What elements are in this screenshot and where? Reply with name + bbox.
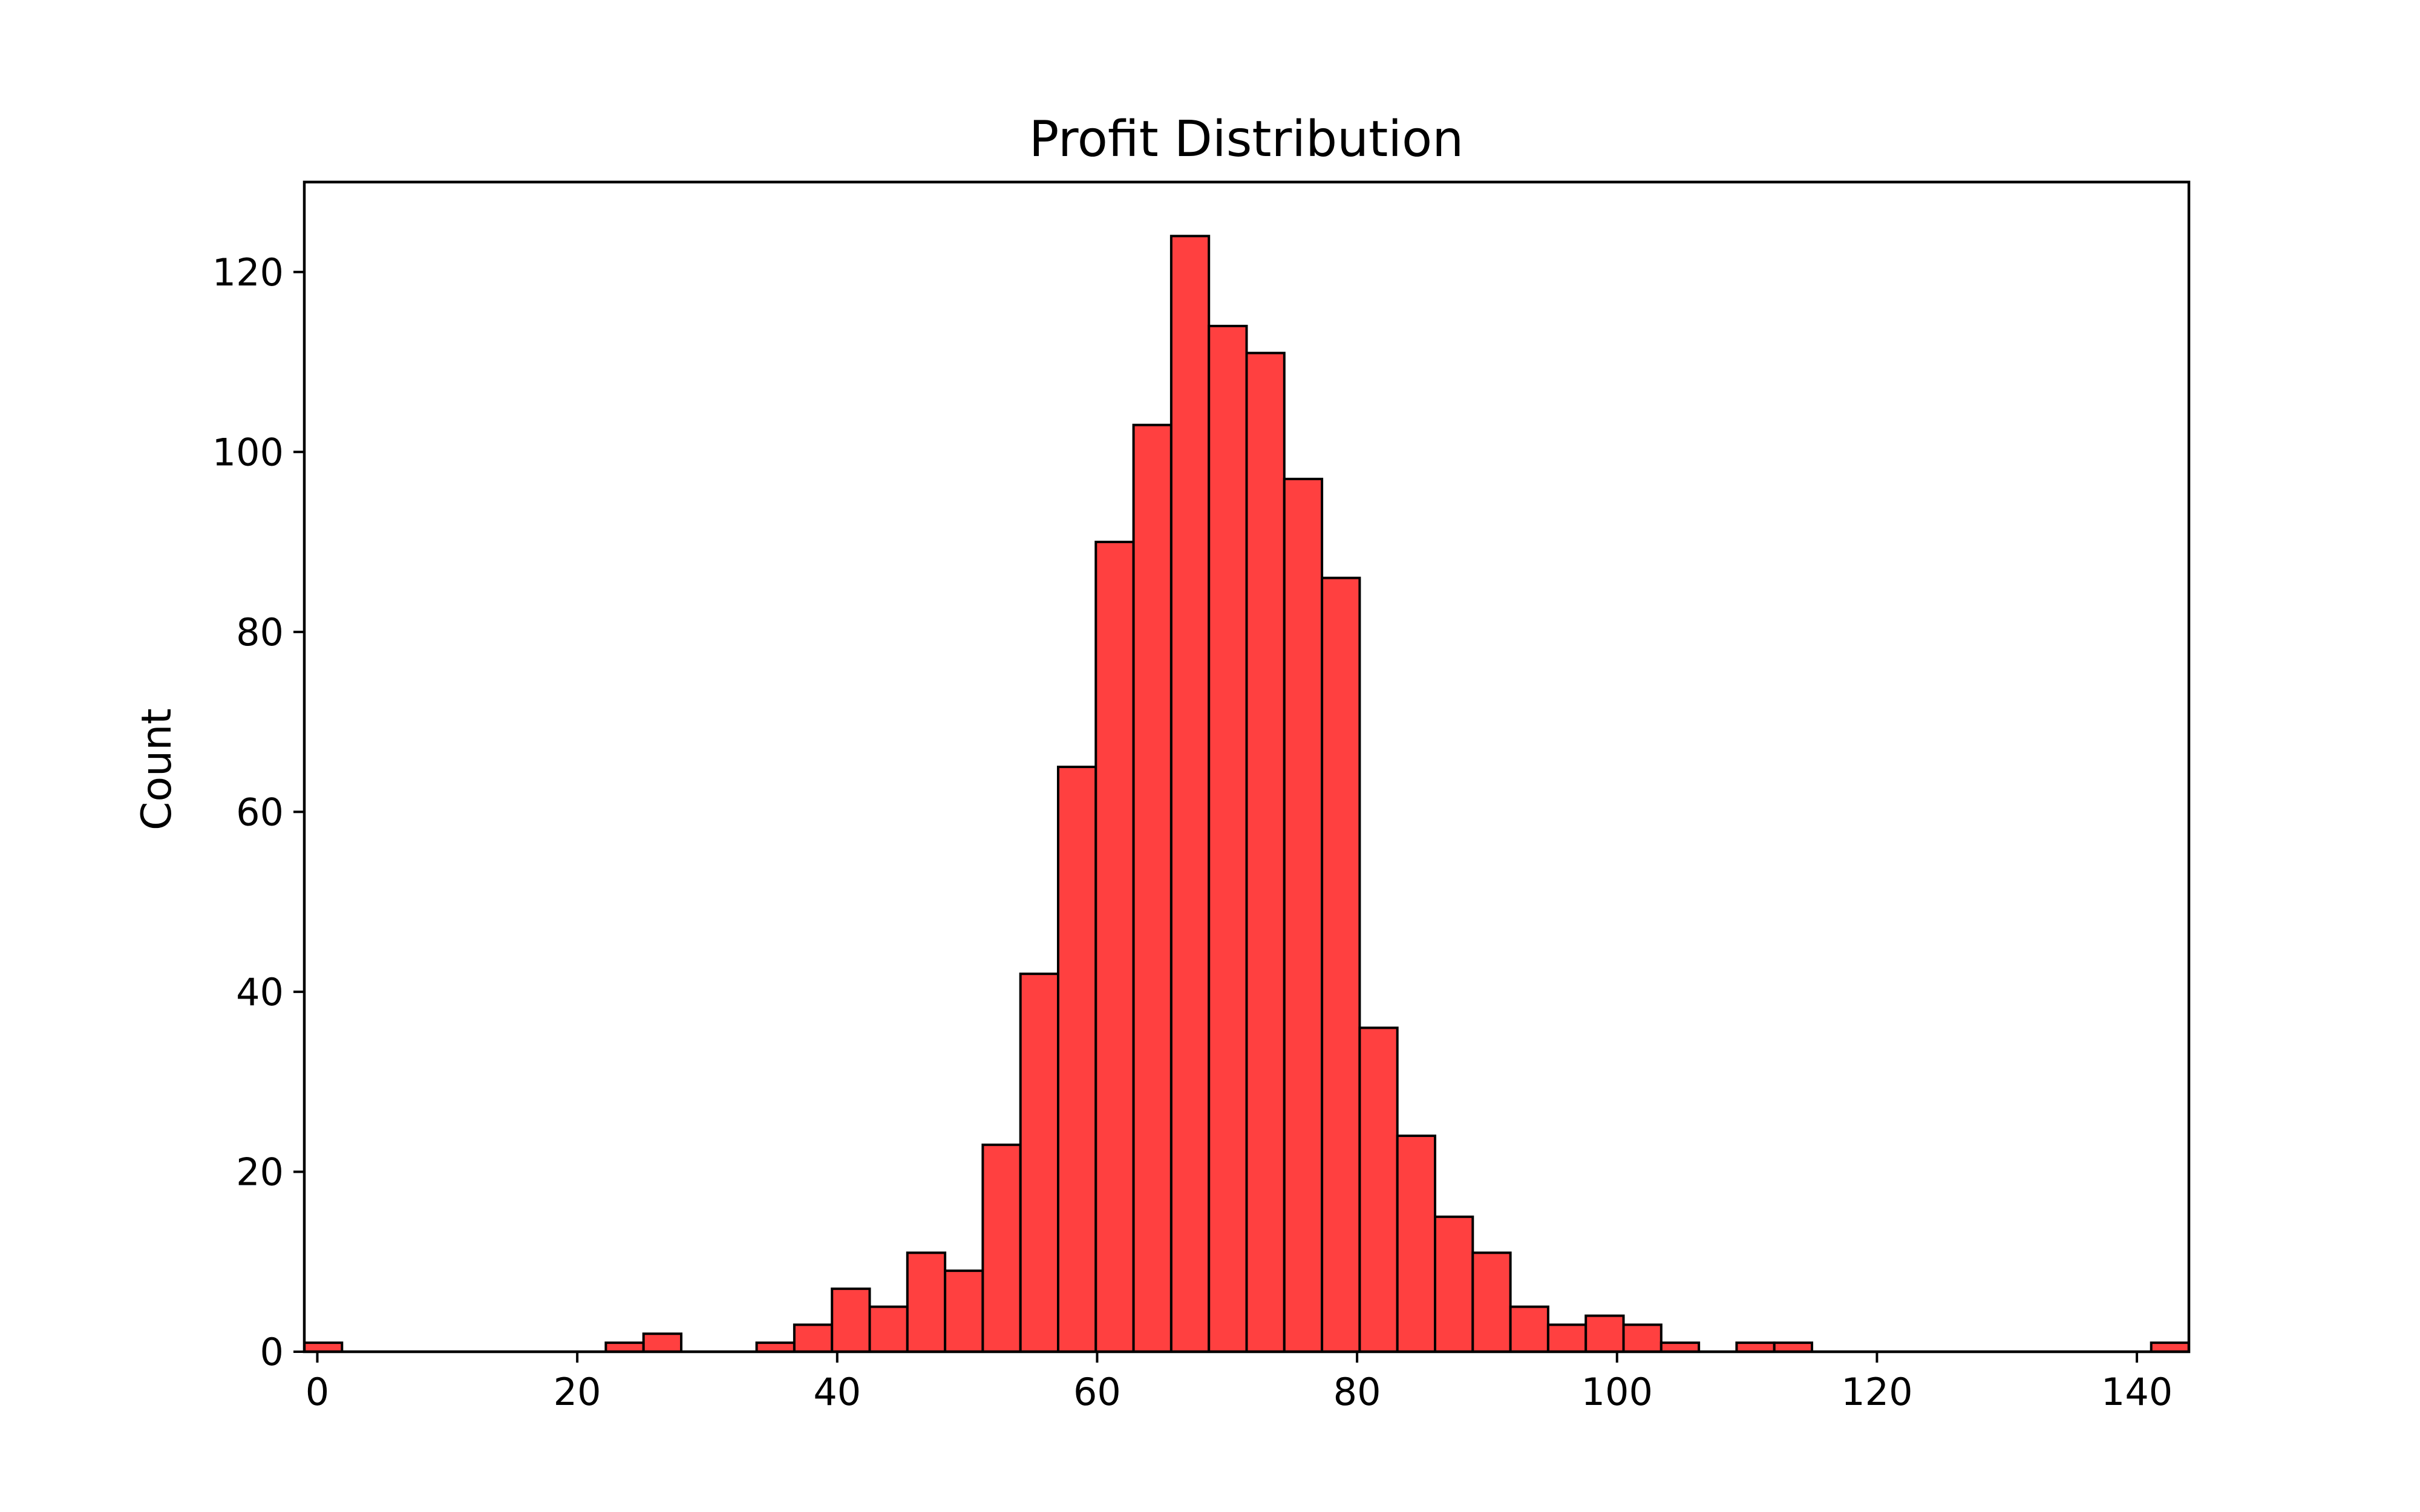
y-tick-label: 0 [260,1330,284,1374]
y-axis-label: Count [133,708,181,830]
histogram-bar [1132,423,1172,1354]
histogram-bar [1471,1251,1512,1353]
histogram-bar [1396,1134,1436,1353]
histogram-bar [1358,1026,1399,1353]
histogram-bar [1169,235,1211,1353]
histogram-bar [1509,1305,1549,1354]
histogram-bar [642,1332,682,1353]
histogram-bar [1584,1314,1625,1353]
y-tick-label: 40 [236,970,284,1014]
histogram-bar [1019,973,1059,1353]
x-tick-label: 60 [1073,1370,1121,1414]
histogram-bar [981,1143,1022,1354]
histogram-bar [868,1305,909,1354]
histogram-bar [1057,766,1097,1353]
histogram-bar [1245,351,1286,1354]
chart-title: Profit Distribution [1029,111,1463,168]
histogram-bar [831,1287,871,1354]
x-tick-label: 80 [1333,1370,1381,1414]
x-axis-ticks: 0 20 40 60 80 100 120 140 [306,1352,2173,1414]
histogram-bar [793,1323,834,1353]
x-tick-label: 100 [1581,1370,1653,1414]
y-tick-label: 80 [236,610,284,654]
y-axis-ticks: 0 20 40 60 80 100 120 [212,250,304,1374]
y-tick-label: 120 [212,250,284,295]
histogram-bar [1622,1323,1663,1353]
y-tick-label: 100 [212,430,284,474]
histogram-bar [906,1251,947,1353]
histogram-bar [1094,541,1135,1353]
x-tick-label: 40 [813,1370,861,1414]
histogram-bar [1434,1215,1474,1354]
histogram-bar [1208,325,1248,1353]
y-tick-label: 60 [236,790,284,834]
y-tick-label: 20 [236,1150,284,1194]
histogram-bar [944,1269,984,1353]
histogram-bar [1321,576,1361,1353]
x-tick-label: 20 [554,1370,601,1414]
x-tick-label: 0 [306,1370,329,1414]
bars-group [303,235,2190,1354]
histogram-bar [1283,477,1324,1353]
x-tick-label: 120 [1841,1370,1912,1414]
x-tick-label: 140 [2101,1370,2173,1414]
histogram-bar [1546,1323,1588,1353]
plot-frame [302,180,2191,1354]
